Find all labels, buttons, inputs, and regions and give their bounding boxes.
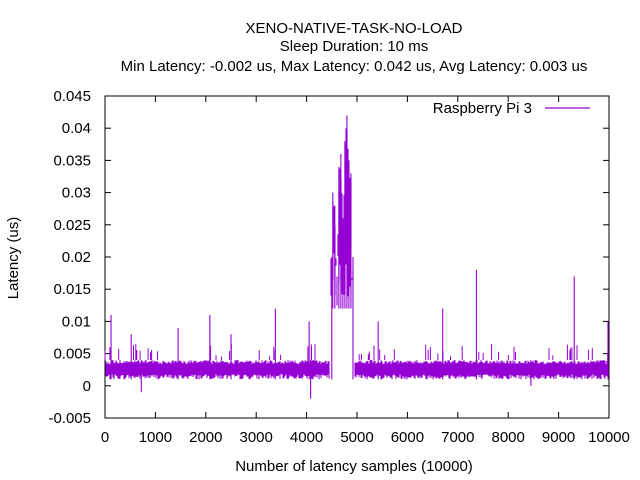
y-tick-label: 0.045 bbox=[53, 88, 91, 105]
y-tick-label: 0.005 bbox=[53, 346, 91, 363]
y-tick-label: 0.035 bbox=[53, 152, 91, 169]
chart-title: XENO-NATIVE-TASK-NO-LOAD bbox=[246, 20, 463, 37]
x-tick-label: 5000 bbox=[340, 429, 373, 446]
series-baseline bbox=[105, 360, 609, 380]
x-tick-label: 10000 bbox=[588, 429, 630, 446]
y-tick-label: 0 bbox=[83, 378, 91, 395]
x-tick-label: 6000 bbox=[391, 429, 424, 446]
x-tick-label: 1000 bbox=[139, 429, 172, 446]
legend-label: Raspberry Pi 3 bbox=[433, 100, 532, 117]
x-tick-label: 4000 bbox=[290, 429, 323, 446]
plot-area bbox=[104, 115, 609, 399]
axes bbox=[104, 95, 610, 419]
x-tick-label: 2000 bbox=[189, 429, 222, 446]
y-tick-label: 0.01 bbox=[62, 313, 91, 330]
x-tick-label: 7000 bbox=[441, 429, 474, 446]
y-tick-label: 0.025 bbox=[53, 217, 91, 234]
x-axis-label: Number of latency samples (10000) bbox=[235, 458, 473, 475]
series-small-spikes bbox=[104, 344, 609, 360]
chart-subtitle: Sleep Duration: 10 ms bbox=[280, 38, 428, 55]
y-tick-label: 0.03 bbox=[62, 185, 91, 202]
chart-stats: Min Latency: -0.002 us, Max Latency: 0.0… bbox=[121, 58, 588, 75]
y-tick-label: -0.005 bbox=[48, 410, 91, 427]
y-axis-label: Latency (us) bbox=[5, 217, 22, 300]
x-tick-label: 0 bbox=[101, 429, 109, 446]
x-tick-label: 3000 bbox=[240, 429, 273, 446]
y-tick-label: 0.02 bbox=[62, 249, 91, 266]
tick-labels: -0.005 0 0.005 0.01 0.015 0.02 0.025 0.03 0.035 0… bbox=[48, 88, 629, 446]
x-tick-label: 9000 bbox=[542, 429, 575, 446]
y-tick-label: 0.04 bbox=[62, 120, 91, 137]
y-tick-label: 0.015 bbox=[53, 281, 91, 298]
x-tick-label: 8000 bbox=[492, 429, 525, 446]
